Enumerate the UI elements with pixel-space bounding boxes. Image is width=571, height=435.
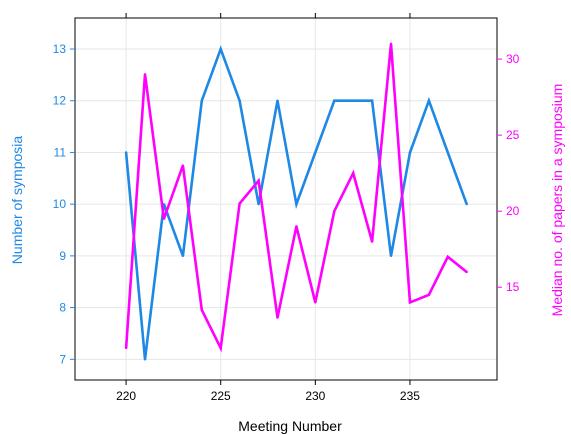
x-tick-label: 230 [305, 389, 325, 403]
data-point [295, 202, 298, 206]
y-right-tick-label: 20 [506, 204, 520, 218]
data-point [219, 346, 222, 350]
y-axis-right: 15 20 25 30 [497, 52, 520, 294]
data-point [465, 270, 468, 274]
data-point [219, 47, 222, 51]
y-right-axis-title: Median no. of papers in a symposium [549, 84, 565, 317]
data-point [143, 358, 147, 361]
data-point [238, 202, 241, 205]
y-left-axis-title: Number of symposia [9, 136, 25, 265]
data-point [446, 151, 449, 154]
y-left-tick-label: 10 [53, 197, 67, 211]
data-point [257, 202, 260, 206]
data-point [181, 254, 185, 258]
y-left-tick-label: 11 [54, 145, 67, 159]
y-left-tick-label: 9 [59, 249, 66, 263]
data-point [408, 151, 412, 154]
data-point [333, 209, 336, 213]
data-point [200, 308, 203, 312]
data-point [465, 202, 468, 206]
data-point [389, 42, 393, 46]
y-left-tick-label: 13 [53, 42, 67, 56]
x-tick-label: 235 [400, 389, 420, 403]
data-point [427, 293, 431, 297]
data-point [295, 225, 298, 228]
data-point [162, 217, 166, 220]
data-point [314, 151, 317, 154]
y-left-tick-label: 7 [59, 352, 66, 366]
series-line-right [124, 43, 468, 353]
data-point [200, 99, 203, 102]
data-point [181, 164, 185, 167]
data-point [370, 240, 374, 243]
data-point [124, 151, 128, 154]
data-point [408, 301, 412, 304]
x-axis: 220 225 230 235 [116, 13, 420, 403]
data-point [333, 99, 336, 102]
data-point [446, 255, 449, 258]
data-point [124, 346, 128, 350]
data-point [143, 73, 147, 76]
data-point [351, 99, 355, 102]
grid-lines [75, 18, 497, 380]
data-point [238, 99, 241, 102]
data-point [257, 179, 260, 182]
data-point [276, 316, 279, 319]
plot-frame [74, 17, 498, 381]
data-point [276, 99, 279, 102]
data-point [351, 171, 355, 175]
x-tick-label: 220 [116, 389, 136, 403]
series-lines [124, 42, 468, 361]
y-right-tick-label: 15 [506, 280, 520, 294]
y-right-tick-label: 25 [506, 128, 520, 142]
data-point [314, 301, 317, 304]
x-axis-title: Meeting Number [238, 418, 342, 434]
data-point [427, 99, 431, 102]
data-point [370, 99, 374, 102]
y-right-tick-label: 30 [506, 52, 520, 66]
x-tick-label: 225 [211, 389, 231, 403]
y-left-tick-label: 8 [59, 301, 66, 315]
y-axis-left: 7 8 9 10 11 12 13 [53, 42, 75, 366]
data-point [389, 254, 393, 258]
y-left-tick-label: 12 [53, 94, 67, 108]
